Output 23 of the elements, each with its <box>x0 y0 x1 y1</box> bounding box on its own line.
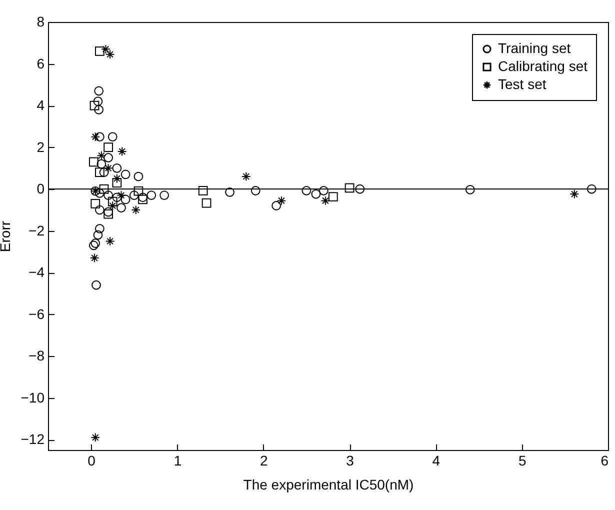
y-tick-label: −12 <box>20 431 45 448</box>
y-axis-title: Erorr <box>0 220 13 252</box>
x-axis-title: The experimental IC50(nM) <box>243 476 414 492</box>
y-tick-label: −6 <box>28 306 45 322</box>
legend-label: Test set <box>498 76 546 92</box>
y-tick-label: −8 <box>28 348 45 364</box>
legend-label: Calibrating set <box>498 58 588 74</box>
y-tick-label: 2 <box>36 138 45 155</box>
x-tick-label: 3 <box>346 452 354 468</box>
x-tick-label: 6 <box>600 452 609 468</box>
x-tick-label: 2 <box>260 452 268 468</box>
y-tick-label: −10 <box>20 389 45 406</box>
y-tick-label: 8 <box>36 14 45 30</box>
legend-label: Training set <box>498 40 571 56</box>
y-tick-label: 6 <box>36 55 45 72</box>
x-tick-label: 1 <box>174 452 182 468</box>
x-tick-label: 4 <box>432 452 440 468</box>
y-tick-label: −4 <box>28 264 45 280</box>
y-tick-label: −2 <box>28 222 45 238</box>
x-tick-label: 0 <box>88 452 96 468</box>
x-tick-label: 5 <box>518 452 526 468</box>
y-tick-label: 0 <box>36 180 45 197</box>
y-tick-label: 4 <box>36 97 45 114</box>
